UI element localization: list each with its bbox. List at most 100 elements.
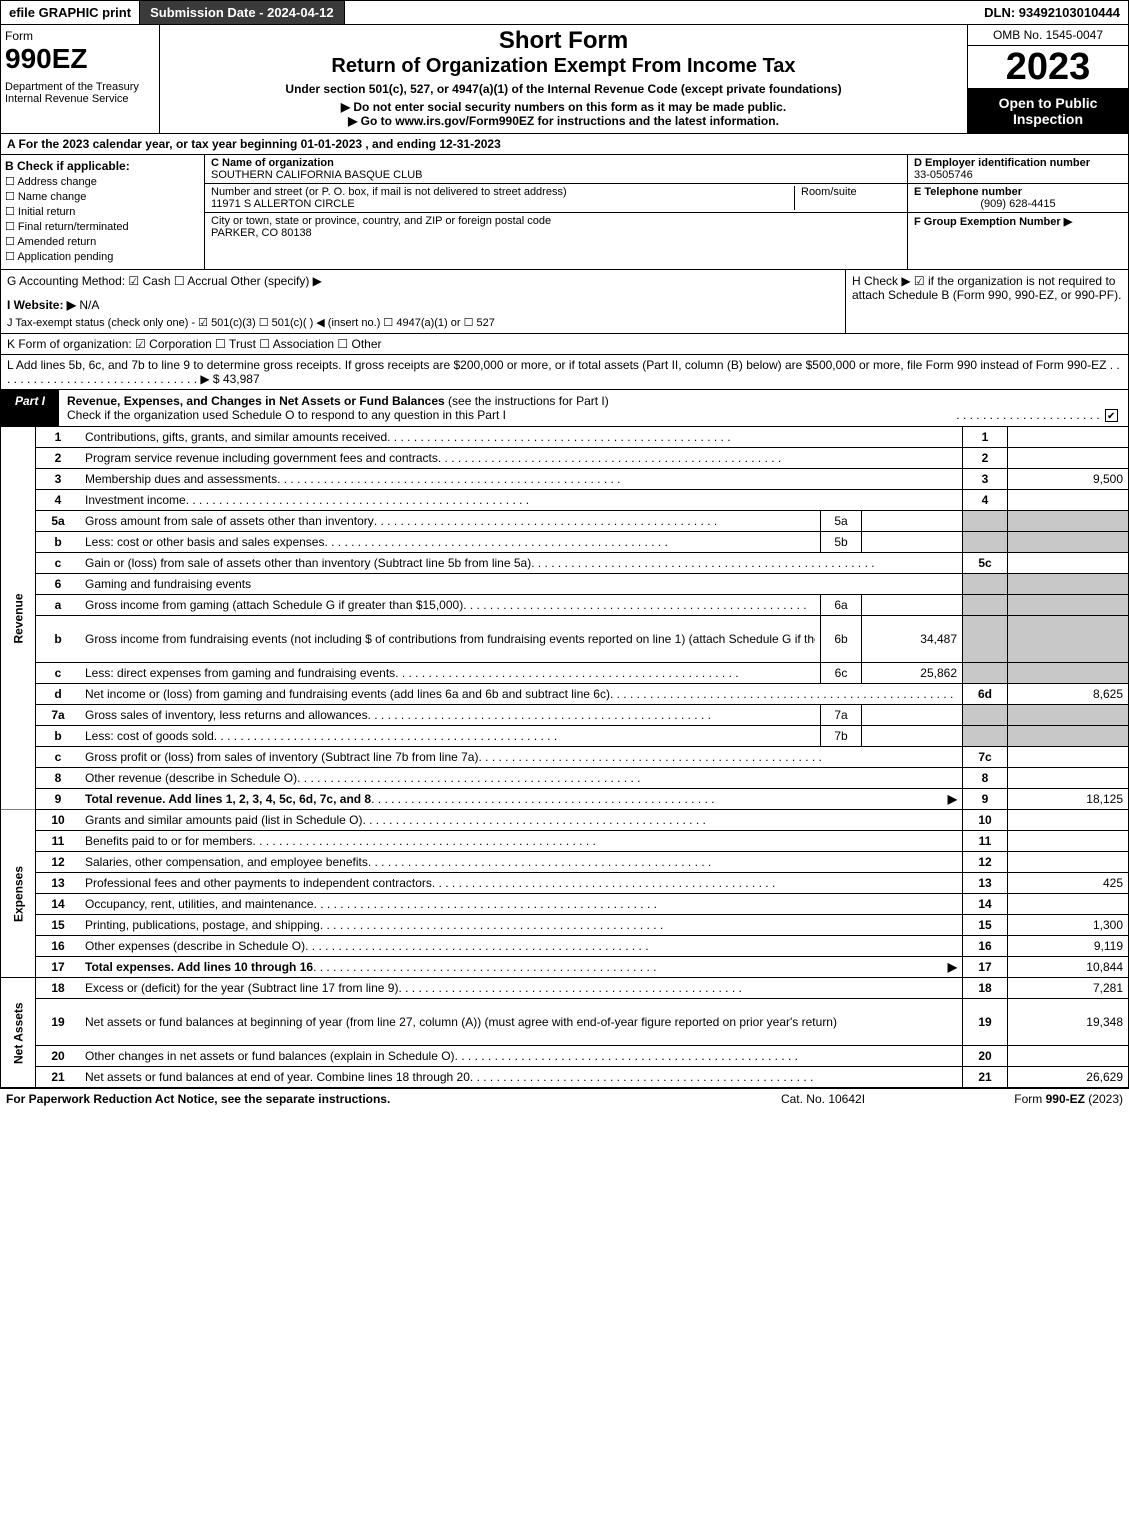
- line-5a: 5aGross amount from sale of assets other…: [1, 511, 1129, 532]
- chk-name-change[interactable]: Name change: [5, 190, 200, 203]
- form-subtitle-1: Under section 501(c), 527, or 4947(a)(1)…: [164, 82, 963, 96]
- form-word: Form: [5, 29, 155, 43]
- tax-year: 2023: [968, 46, 1128, 89]
- form-title: Return of Organization Exempt From Incom…: [164, 55, 963, 78]
- section-label-E: Expenses: [1, 810, 36, 978]
- line-right-val: [1008, 768, 1129, 789]
- chk-address-change[interactable]: Address change: [5, 175, 200, 188]
- line-number: 10: [36, 810, 81, 831]
- line-right-num: 9: [963, 789, 1008, 810]
- line-right-val: [1008, 427, 1129, 448]
- line-right-num: 19: [963, 999, 1008, 1046]
- line-right-num: 5c: [963, 553, 1008, 574]
- c-name-label: C Name of organization: [211, 157, 334, 169]
- header-right: OMB No. 1545-0047 2023 Open to Public In…: [967, 25, 1128, 133]
- line-description: Gross income from gaming (attach Schedul…: [80, 595, 821, 616]
- open-public-inspection: Open to Public Inspection: [968, 89, 1128, 133]
- line-11: 11Benefits paid to or for members11: [1, 831, 1129, 852]
- line-number: 3: [36, 469, 81, 490]
- topbar-spacer: [345, 1, 977, 24]
- subline-number: 6a: [821, 595, 862, 616]
- line-6d: dNet income or (loss) from gaming and fu…: [1, 684, 1129, 705]
- line-g-i-j: G Accounting Method: ☑ Cash ☐ Accrual Ot…: [1, 270, 845, 333]
- line-description: Grants and similar amounts paid (list in…: [80, 810, 963, 831]
- section-b: B Check if applicable: Address change Na…: [1, 155, 205, 269]
- line-right-val: 9,500: [1008, 469, 1129, 490]
- chk-final-return[interactable]: Final return/terminated: [5, 220, 200, 233]
- line-a: A For the 2023 calendar year, or tax yea…: [0, 134, 1129, 155]
- section-def: D Employer identification number 33-0505…: [907, 155, 1128, 269]
- org-name: SOUTHERN CALIFORNIA BASQUE CLUB: [211, 169, 423, 181]
- line-number: 15: [36, 915, 81, 936]
- part-1-header: Part I Revenue, Expenses, and Changes in…: [0, 390, 1129, 427]
- line-right-val-grey: [1008, 705, 1129, 726]
- line-l: L Add lines 5b, 6c, and 7b to line 9 to …: [0, 355, 1129, 390]
- line-right-num-grey: [963, 663, 1008, 684]
- line-number: a: [36, 595, 81, 616]
- c-city-label: City or town, state or province, country…: [211, 215, 551, 227]
- line-number: c: [36, 747, 81, 768]
- line-right-val-grey: [1008, 726, 1129, 747]
- footer-catno: Cat. No. 10642I: [723, 1092, 923, 1106]
- line-right-num: 14: [963, 894, 1008, 915]
- line-7c: cGross profit or (loss) from sales of in…: [1, 747, 1129, 768]
- line-right-val: [1008, 553, 1129, 574]
- line-description: Gross amount from sale of assets other t…: [80, 511, 821, 532]
- short-form-title: Short Form: [164, 27, 963, 55]
- line-number: 21: [36, 1067, 81, 1088]
- chk-initial-return[interactable]: Initial return: [5, 205, 200, 218]
- line-description: Excess or (deficit) for the year (Subtra…: [80, 978, 963, 999]
- line-number: 12: [36, 852, 81, 873]
- line-number: b: [36, 616, 81, 663]
- line-k: K Form of organization: ☑ Corporation ☐ …: [0, 334, 1129, 355]
- line-right-num: 1: [963, 427, 1008, 448]
- line-right-num-grey: [963, 616, 1008, 663]
- line-description: Printing, publications, postage, and shi…: [80, 915, 963, 936]
- line-18: Net Assets18Excess or (deficit) for the …: [1, 978, 1129, 999]
- line-number: b: [36, 726, 81, 747]
- line-description: Net assets or fund balances at end of ye…: [80, 1067, 963, 1088]
- line-description: Net assets or fund balances at beginning…: [80, 999, 963, 1046]
- form-subtitle-2a: ▶ Do not enter social security numbers o…: [164, 100, 963, 114]
- line-g: G Accounting Method: ☑ Cash ☐ Accrual Ot…: [7, 274, 839, 288]
- omb-number: OMB No. 1545-0047: [968, 25, 1128, 46]
- line-description: Gain or (loss) from sale of assets other…: [80, 553, 963, 574]
- line-right-val: [1008, 1046, 1129, 1067]
- header-left: Form 990EZ Department of the Treasury In…: [1, 25, 160, 133]
- line-right-val-grey: [1008, 532, 1129, 553]
- line-number: d: [36, 684, 81, 705]
- chk-application-pending[interactable]: Application pending: [5, 250, 200, 263]
- line-description: Total revenue. Add lines 1, 2, 3, 4, 5c,…: [80, 789, 963, 810]
- line-description: Salaries, other compensation, and employ…: [80, 852, 963, 873]
- line-right-val: 26,629: [1008, 1067, 1129, 1088]
- line-19: 19Net assets or fund balances at beginni…: [1, 999, 1129, 1046]
- efile-print-link[interactable]: efile GRAPHIC print: [1, 1, 140, 24]
- line-description: Net income or (loss) from gaming and fun…: [80, 684, 963, 705]
- line-description: Gross profit or (loss) from sales of inv…: [80, 747, 963, 768]
- schedule-o-checkbox[interactable]: [1105, 409, 1118, 422]
- line-right-val-grey: [1008, 574, 1129, 595]
- subline-number: 5a: [821, 511, 862, 532]
- section-c: C Name of organization SOUTHERN CALIFORN…: [205, 155, 907, 269]
- line-description: Other revenue (describe in Schedule O): [80, 768, 963, 789]
- line-12: 12Salaries, other compensation, and empl…: [1, 852, 1129, 873]
- line-right-val: 19,348: [1008, 999, 1129, 1046]
- line-right-num-grey: [963, 574, 1008, 595]
- line-15: 15Printing, publications, postage, and s…: [1, 915, 1129, 936]
- line-right-val: [1008, 894, 1129, 915]
- line-right-num: 18: [963, 978, 1008, 999]
- line-right-num: 6d: [963, 684, 1008, 705]
- line-number: 1: [36, 427, 81, 448]
- chk-amended-return[interactable]: Amended return: [5, 235, 200, 248]
- line-right-num: 16: [963, 936, 1008, 957]
- line-right-val: 8,625: [1008, 684, 1129, 705]
- line-description: Benefits paid to or for members: [80, 831, 963, 852]
- subline-number: 7a: [821, 705, 862, 726]
- line-right-num: 15: [963, 915, 1008, 936]
- line-14: 14Occupancy, rent, utilities, and mainte…: [1, 894, 1129, 915]
- line-right-val: [1008, 490, 1129, 511]
- line-right-val-grey: [1008, 616, 1129, 663]
- form-header: Form 990EZ Department of the Treasury In…: [0, 25, 1129, 134]
- line-21: 21Net assets or fund balances at end of …: [1, 1067, 1129, 1088]
- line-number: c: [36, 553, 81, 574]
